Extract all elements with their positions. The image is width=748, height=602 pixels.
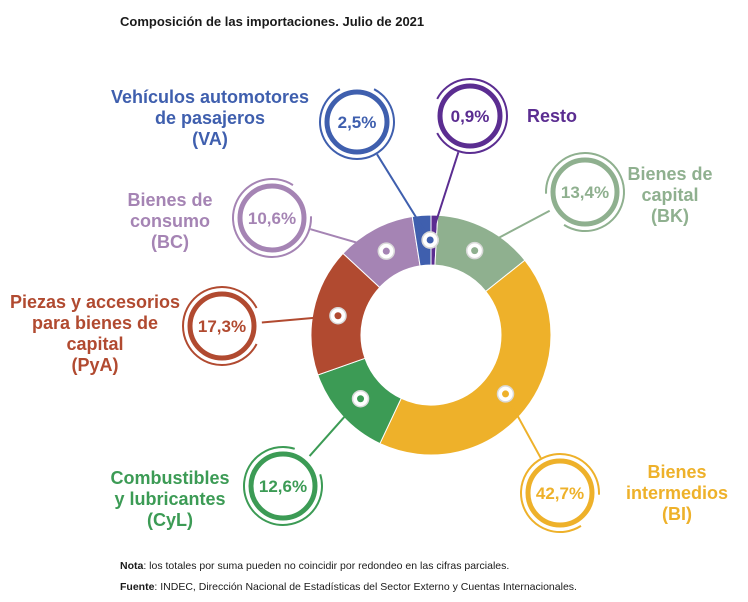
bubble-ring bbox=[545, 152, 625, 232]
value-label-cyl: 12,6% bbox=[259, 477, 307, 496]
marker-dot-core bbox=[426, 236, 434, 244]
value-label-bc: 10,6% bbox=[248, 209, 296, 228]
value-label-resto: 0,9% bbox=[451, 107, 490, 126]
value-label-va: 2,5% bbox=[338, 113, 377, 132]
chart-title: Composición de las importaciones. Julio … bbox=[120, 14, 425, 29]
marker-dot-core bbox=[471, 247, 479, 255]
category-label-line: Vehículos automotores bbox=[110, 87, 310, 107]
value-bubble bbox=[324, 89, 390, 155]
category-label-line: (CyL) bbox=[147, 510, 193, 530]
value-bubble bbox=[437, 83, 503, 149]
leader-line bbox=[474, 209, 551, 252]
category-label-line: intermedios bbox=[625, 483, 729, 503]
category-label-line: Bienes de bbox=[627, 164, 713, 184]
bubble-ring bbox=[232, 178, 312, 258]
category-label-line: capital bbox=[66, 334, 124, 354]
value-label-pya: 17,3% bbox=[198, 317, 246, 336]
leader-line bbox=[376, 153, 432, 241]
category-label-line: (BC) bbox=[151, 232, 189, 252]
category-label-cyl: Combustibles y lubricantes (CyL) bbox=[95, 468, 245, 531]
category-label-line: Resto bbox=[527, 106, 578, 126]
bubble-ring bbox=[520, 453, 600, 533]
category-label-bc: Bienes de consumo (BC) bbox=[100, 190, 240, 253]
source-line: Fuente: INDEC, Dirección Nacional de Est… bbox=[120, 581, 577, 593]
callout-bc: 10,6% bbox=[232, 178, 396, 260]
category-label-line: consumo bbox=[129, 211, 210, 231]
callout-cyl: 12,6% bbox=[243, 389, 370, 526]
category-label-line: (BI) bbox=[662, 504, 692, 524]
marker-dot-core bbox=[357, 395, 365, 403]
note-line: Nota: los totales por suma pueden no coi… bbox=[120, 560, 510, 572]
category-label-line: para bienes de bbox=[31, 313, 159, 333]
value-label-bk: 13,4% bbox=[561, 183, 609, 202]
category-label-line: capital bbox=[641, 185, 699, 205]
value-bubble bbox=[187, 291, 257, 361]
category-label-resto: Resto bbox=[527, 106, 577, 127]
category-label-line: de pasajeros bbox=[154, 108, 266, 128]
callout-va: 2,5% bbox=[319, 88, 439, 249]
value-bubble bbox=[525, 458, 595, 528]
category-label-line: Bienes de bbox=[127, 190, 213, 210]
category-label-line: Combustibles bbox=[110, 468, 230, 488]
bubble-ring bbox=[182, 286, 258, 366]
callout-bi: 42,7% bbox=[496, 385, 600, 533]
callout-pya: 17,3% bbox=[182, 286, 347, 366]
value-bubble bbox=[237, 183, 307, 253]
category-label-bk: Bienes de capital (BK) bbox=[610, 164, 730, 227]
category-label-line: (VA) bbox=[192, 129, 228, 149]
marker-dot-core bbox=[502, 390, 510, 398]
category-label-line: Piezas y accesorios bbox=[9, 292, 181, 312]
donut-slices bbox=[310, 214, 552, 456]
category-label-line: (BK) bbox=[651, 206, 689, 226]
marker-dot-core bbox=[382, 247, 390, 255]
leader-line bbox=[429, 151, 460, 241]
category-label-line: (PyA) bbox=[71, 355, 119, 375]
leader-line bbox=[310, 228, 387, 253]
category-label-line: y lubricantes bbox=[114, 489, 226, 509]
bubble-ring bbox=[243, 446, 323, 526]
slice-bi bbox=[379, 259, 552, 456]
marker-dot-core bbox=[334, 312, 342, 320]
bubble-ring bbox=[319, 88, 395, 160]
category-label-bi: Bienes intermedios (BI) bbox=[612, 462, 742, 525]
value-bubble bbox=[550, 157, 620, 227]
bubble-ring bbox=[436, 78, 508, 154]
category-label-va: Vehículos automotores de pasajeros (VA) bbox=[100, 87, 320, 150]
leader-line bbox=[308, 398, 362, 457]
callout-resto: 0,9% bbox=[421, 78, 508, 249]
leader-line bbox=[261, 314, 339, 324]
leader-line bbox=[504, 393, 542, 459]
value-label-bi: 42,7% bbox=[536, 484, 584, 503]
category-label-pya: Piezas y accesorios para bienes de capital… bbox=[0, 292, 190, 376]
callout-bk: 13,4% bbox=[465, 152, 625, 260]
category-label-line: Bienes bbox=[647, 462, 707, 482]
value-bubble bbox=[248, 451, 318, 521]
chart-notes: Nota: los totales por suma pueden no coi… bbox=[120, 556, 577, 598]
